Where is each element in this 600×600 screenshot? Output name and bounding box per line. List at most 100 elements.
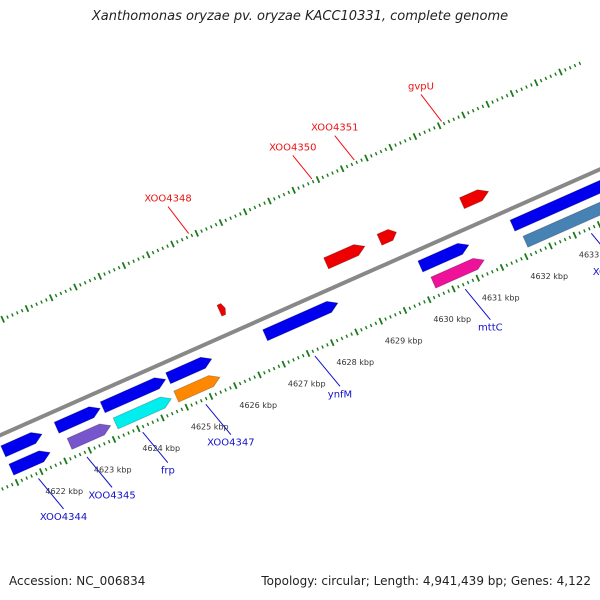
tick-mark	[132, 429, 135, 433]
tick-mark	[20, 308, 24, 313]
tick-mark	[515, 259, 518, 263]
tick-mark	[127, 261, 131, 266]
gene-arrow-reverse	[112, 396, 173, 430]
tick-mark	[534, 250, 538, 255]
tick-mark	[132, 259, 135, 263]
tick-mark	[321, 175, 325, 180]
tick-mark	[160, 414, 165, 422]
tick-mark	[491, 270, 494, 274]
tick-mark	[185, 235, 189, 240]
tick-mark	[471, 278, 475, 283]
tick-mark	[224, 388, 227, 392]
tick-mark	[292, 358, 295, 362]
tick-mark	[311, 179, 315, 184]
tick-mark	[248, 377, 252, 382]
tick-mark	[258, 203, 262, 208]
kbp-label: 4630 kbp	[433, 315, 471, 324]
tick-mark	[423, 130, 426, 134]
tick-mark	[263, 371, 266, 375]
tick-mark	[485, 100, 490, 108]
tick-mark	[6, 485, 9, 489]
kbp-label: 4625 kbp	[191, 422, 229, 431]
leader-line	[38, 478, 64, 510]
tick-mark	[433, 126, 436, 130]
tick-mark	[418, 132, 422, 137]
tick-mark	[48, 294, 54, 302]
leader-line	[167, 206, 190, 234]
leader-line	[292, 155, 313, 180]
tick-mark	[156, 248, 160, 253]
tick-mark	[360, 328, 363, 332]
tick-mark	[14, 478, 20, 487]
tick-mark	[233, 382, 238, 390]
tick-mark	[83, 450, 87, 455]
tick-mark	[505, 93, 509, 98]
tick-mark	[224, 218, 228, 223]
tick-mark	[442, 121, 446, 126]
tick-mark	[190, 403, 193, 407]
tick-mark	[350, 332, 353, 336]
tick-mark	[554, 242, 557, 246]
tick-mark	[549, 74, 553, 79]
tick-mark	[64, 289, 68, 294]
gene-arrow-reverse	[522, 201, 600, 248]
tick-mark	[242, 208, 248, 216]
gene-arrow-reverse	[66, 423, 112, 450]
tick-mark	[509, 89, 515, 98]
gene-arrow-reverse	[262, 300, 339, 342]
tick-mark	[79, 283, 82, 287]
tick-mark	[544, 246, 547, 250]
tick-mark	[229, 216, 232, 220]
tick-mark	[510, 261, 514, 265]
tick-mark	[499, 263, 505, 272]
tick-mark	[413, 304, 417, 308]
tick-mark	[205, 227, 208, 231]
tick-mark	[151, 420, 155, 425]
kbp-label: 4633 kbp	[579, 250, 600, 259]
tick-mark	[437, 293, 441, 298]
tick-mark	[467, 111, 470, 115]
tick-mark	[340, 336, 344, 341]
tick-mark	[39, 468, 44, 476]
tick-mark	[166, 244, 169, 248]
tick-mark	[161, 246, 165, 251]
tick-mark	[452, 117, 456, 122]
tick-mark	[146, 422, 150, 427]
kbp-label: 4623 kbp	[94, 465, 132, 474]
tick-mark	[272, 366, 276, 371]
kbp-label: 4627 kbp	[288, 379, 326, 388]
tick-mark	[403, 139, 407, 143]
tick-mark	[360, 158, 363, 162]
tick-mark	[379, 149, 383, 154]
tick-mark	[471, 108, 475, 113]
tick-mark	[73, 454, 77, 459]
kbp-label: 4622 kbp	[45, 487, 83, 496]
tick-mark	[378, 317, 384, 325]
tick-mark	[145, 251, 151, 259]
tick-mark	[170, 411, 174, 416]
tick-mark	[97, 272, 102, 280]
gene-arrow-reverse	[173, 375, 221, 403]
tick-mark	[475, 274, 481, 282]
backbone-line	[0, 167, 600, 438]
tick-mark	[103, 272, 106, 276]
tick-mark	[30, 304, 34, 309]
tick-mark	[311, 349, 315, 354]
tick-mark	[151, 250, 155, 255]
tick-mark	[539, 78, 543, 83]
tick-mark	[315, 175, 321, 184]
tick-mark	[355, 160, 359, 165]
tick-mark	[54, 293, 58, 298]
tick-mark	[583, 229, 586, 233]
tick-mark	[257, 371, 262, 379]
tick-mark	[243, 379, 247, 384]
tick-mark	[302, 184, 305, 188]
accession-text: Accession: NC_006834	[9, 574, 146, 588]
kbp-label: 4629 kbp	[385, 336, 423, 345]
tick-mark	[331, 171, 334, 175]
tick-mark	[578, 231, 581, 235]
kbp-label: 4632 kbp	[530, 272, 568, 281]
tick-mark	[568, 65, 572, 70]
tick-mark	[25, 476, 29, 480]
